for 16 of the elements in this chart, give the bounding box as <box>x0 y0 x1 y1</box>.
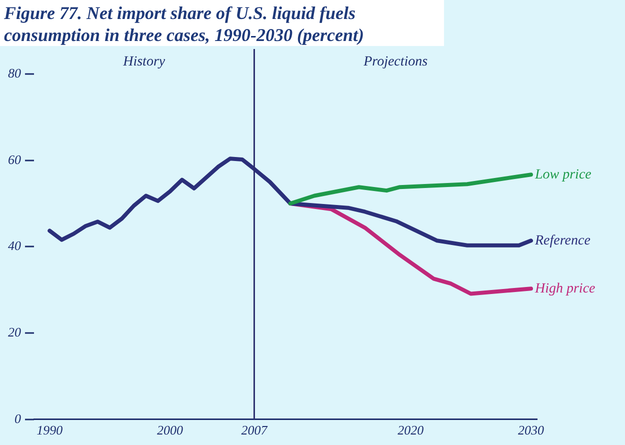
series-label: Low price <box>534 167 592 182</box>
y-tick-label: 40 <box>8 238 22 254</box>
x-tick-label: 2030 <box>518 422 544 438</box>
y-tick-label: 60 <box>8 152 22 167</box>
x-tick-label: 2007 <box>241 422 268 438</box>
x-tick-label: 2000 <box>156 422 184 438</box>
text: History <box>122 54 166 70</box>
text: Projections <box>362 54 428 70</box>
chart-title: Figure 77. Net import share of U.S. liquid fuels consumption in three cases, 1990-2030 (percent) <box>0 0 444 46</box>
y-tick-label: 80 <box>8 65 22 80</box>
series-label: High price <box>534 281 596 296</box>
x-tick-label: 2020 <box>398 422 424 438</box>
x-tick-label: 1990 <box>36 422 64 438</box>
series-label: Reference <box>534 233 590 248</box>
y-tick-label: 0 <box>14 410 22 426</box>
y-tick-label: 20 <box>8 324 22 340</box>
